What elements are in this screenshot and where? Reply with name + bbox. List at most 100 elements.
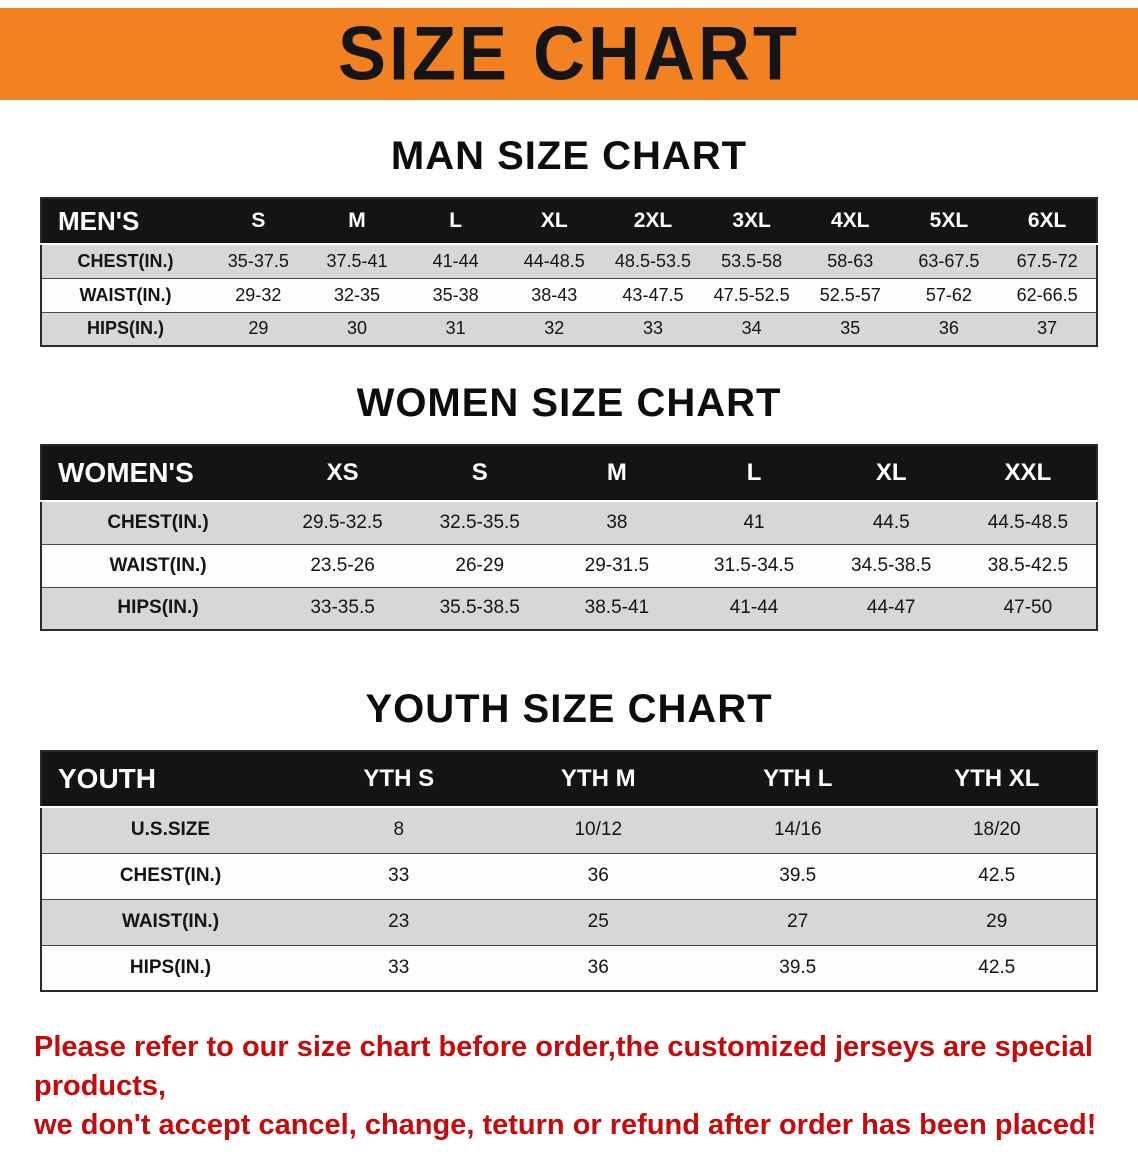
size-value-cell: 8	[393, 819, 405, 841]
size-value-cell: 58-63	[827, 250, 874, 271]
size-value-cell: 44.5	[872, 511, 910, 533]
size-value-cell: 33	[388, 956, 410, 978]
size-column-header: XXL	[959, 445, 1097, 502]
size-value-cell: 38	[606, 511, 628, 533]
size-value-cell: 18/20	[972, 819, 1021, 841]
size-value-cell: 33	[642, 318, 663, 339]
size-column-header: M	[548, 445, 686, 502]
youth-section: YOUTH SIZE CHART YOUTH YTH S YTH M YTH L YTH…	[0, 687, 1138, 992]
size-value-cell: 27	[787, 911, 809, 932]
measurement-row: CHEST(IN.) 35-37.5 37.5-41 41-44 44-48.5 48.5…	[41, 244, 1097, 278]
size-value-cell: 52.5-57	[819, 284, 881, 305]
size-value-cell: 29.5-32.5	[302, 511, 383, 533]
table-corner-label: MEN'S	[41, 198, 209, 245]
size-value-cell: 26-29	[455, 554, 505, 576]
measurement-row: HIPS(IN.) 29 30 31 32 33 34 35 36 37	[41, 312, 1097, 346]
table-header-row: YOUTH YTH S YTH M YTH L YTH XL	[41, 751, 1097, 808]
size-value-cell: 31.5-34.5	[713, 554, 795, 576]
size-column-header: YTH S	[299, 751, 499, 808]
size-value-cell: 33-35.5	[310, 597, 375, 619]
table-corner-label: WOMEN'S	[41, 445, 274, 502]
row-label: HIPS(IN.)	[86, 318, 164, 339]
size-value-cell: 31	[445, 318, 466, 339]
size-value-cell: 38.5-41	[584, 597, 650, 619]
size-column-header: XL	[822, 445, 960, 502]
size-value-cell: 29-31.5	[584, 554, 650, 576]
measurement-row: WAIST(IN.) 23.5-26 26-29 29-31.5 31.5-34.5 34…	[41, 544, 1097, 587]
size-value-cell: 36	[587, 865, 609, 886]
size-value-cell: 41-44	[729, 597, 779, 619]
row-label: CHEST(IN.)	[107, 511, 209, 533]
size-value-cell: 23.5-26	[310, 554, 375, 576]
size-value-cell: 37.5-41	[326, 250, 388, 271]
women-section: WOMEN SIZE CHART WOMEN'S XS S M L XL XXL CHEST(…	[0, 381, 1138, 631]
row-label: WAIST(IN.)	[79, 284, 172, 305]
row-label: CHEST(IN.)	[119, 865, 222, 886]
size-value-cell: 53.5-58	[721, 250, 783, 271]
size-column-header: 3XL	[702, 198, 801, 245]
size-value-cell: 43-47.5	[622, 284, 684, 305]
size-value-cell: 32-35	[333, 284, 380, 305]
size-value-cell: 44.5-48.5	[987, 511, 1069, 533]
size-value-cell: 44-47	[866, 597, 916, 619]
size-column-header: XS	[274, 445, 412, 502]
disclaimer-text: Please refer to our size chart before or…	[34, 1028, 1118, 1145]
size-value-cell: 39.5	[779, 865, 817, 886]
size-value-cell: 39.5	[779, 956, 817, 978]
banner-title: SIZE CHART	[338, 11, 800, 97]
size-column-header: XL	[504, 198, 604, 245]
women-size-table: WOMEN'S XS S M L XL XXL CHEST(IN.) 29.5-32.5 32.5…	[40, 444, 1098, 631]
size-value-cell: 32	[544, 318, 565, 339]
size-value-cell: 41-44	[432, 250, 479, 271]
size-value-cell: 62-66.5	[1016, 284, 1078, 305]
size-column-header: L	[406, 198, 505, 245]
size-value-cell: 35-37.5	[227, 250, 289, 271]
men-size-table: MEN'S S M L XL 2XL 3XL 4XL 5XL 6XL CHEST(IN.) 35-37…	[40, 197, 1098, 347]
size-value-cell: 42.5	[978, 865, 1016, 886]
size-value-cell: 30	[346, 318, 367, 339]
row-label: WAIST(IN.)	[109, 554, 207, 576]
size-value-cell: 44-48.5	[523, 250, 585, 271]
youth-size-table: YOUTH YTH S YTH M YTH L YTH XL U.S.SIZE 8 10/12…	[40, 750, 1098, 992]
men-section-heading: MAN SIZE CHART	[390, 134, 748, 178]
size-column-header: S	[411, 445, 549, 502]
size-value-cell: 37	[1037, 318, 1058, 339]
table-header-row: WOMEN'S XS S M L XL XXL	[41, 445, 1097, 502]
row-label: U.S.SIZE	[130, 819, 211, 841]
size-value-cell: 32.5-35.5	[439, 511, 520, 533]
size-value-cell: 38-43	[531, 284, 578, 305]
men-section: MAN SIZE CHART MEN'S S M L XL 2XL 3XL 4XL 5XL 6XL…	[0, 134, 1138, 347]
measurement-row: U.S.SIZE 8 10/12 14/16 18/20	[41, 807, 1097, 853]
disclaimer-line-1: Please refer to our size chart before or…	[34, 1031, 1093, 1103]
youth-section-heading: YOUTH SIZE CHART	[365, 687, 773, 731]
size-value-cell: 48.5-53.5	[614, 250, 691, 271]
size-value-cell: 34	[741, 318, 762, 339]
measurement-row: WAIST(IN.) 23 25 27 29	[41, 899, 1097, 945]
size-column-header: 2XL	[603, 198, 703, 245]
table-corner-label: YOUTH	[41, 751, 299, 808]
row-label: HIPS(IN.)	[117, 597, 199, 619]
size-value-cell: 36	[938, 318, 959, 339]
size-value-cell: 29	[248, 318, 269, 339]
size-column-header: 5XL	[899, 198, 999, 245]
women-section-heading: WOMEN SIZE CHART	[356, 381, 782, 425]
measurement-row: CHEST(IN.) 33 36 39.5 42.5	[41, 853, 1097, 899]
row-label: HIPS(IN.)	[129, 956, 212, 978]
size-value-cell: 41	[743, 511, 765, 533]
measurement-row: WAIST(IN.) 29-32 32-35 35-38 38-43 43-47.5 47.…	[41, 278, 1097, 312]
size-value-cell: 67.5-72	[1016, 250, 1078, 271]
size-column-header: YTH L	[698, 751, 898, 808]
size-value-cell: 36	[587, 956, 609, 978]
size-value-cell: 35-38	[432, 284, 479, 305]
size-value-cell: 23	[388, 911, 410, 932]
size-value-cell: 35.5-38.5	[439, 597, 520, 619]
measurement-row: HIPS(IN.) 33 36 39.5 42.5	[41, 945, 1097, 991]
size-value-cell: 63-67.5	[918, 250, 980, 271]
measurement-row: HIPS(IN.) 33-35.5 35.5-38.5 38.5-41 41-44 44-…	[41, 587, 1097, 630]
size-column-header: YTH M	[498, 751, 698, 808]
size-value-cell: 25	[587, 911, 609, 932]
size-column-header: S	[209, 198, 308, 245]
size-value-cell: 47.5-52.5	[713, 284, 790, 305]
table-header-row: MEN'S S M L XL 2XL 3XL 4XL 5XL 6XL	[41, 198, 1097, 245]
size-column-header: L	[685, 445, 823, 502]
